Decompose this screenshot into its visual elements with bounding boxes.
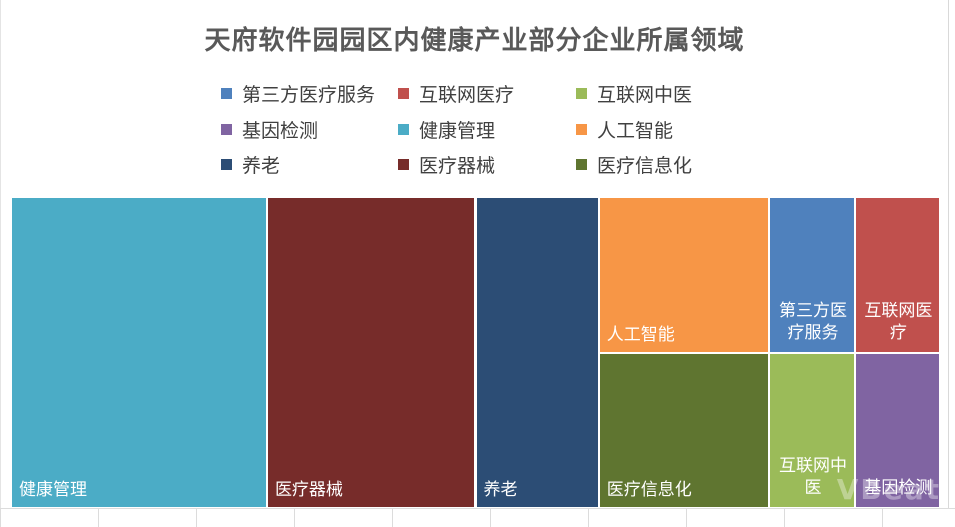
treemap-plot: 健康管理 医疗器械 养老 人工智能医疗信息化 第三方医疗服务 互联网医疗互联网中医 基因检测 xyxy=(11,197,940,508)
treemap-tile: 医疗器械 xyxy=(266,197,476,508)
legend-label: 人工智能 xyxy=(597,119,674,142)
legend-item: 互联网中医 xyxy=(576,80,692,106)
treemap-tile-label: 健康管理 xyxy=(19,480,87,500)
treemap-tile-label: 第三方医疗服务 xyxy=(779,300,848,343)
legend-swatch xyxy=(576,158,587,170)
treemap-tile: 养老 xyxy=(475,197,599,508)
legend-label: 健康管理 xyxy=(419,119,496,142)
treemap-tile-label: 养老 xyxy=(483,480,518,500)
legend-label: 互联网医疗 xyxy=(419,83,515,106)
treemap-tile: 基因检测 xyxy=(854,352,940,508)
treemap-tile-label: 医疗信息化 xyxy=(606,480,692,500)
treemap-tile: 人工智能 xyxy=(598,197,770,353)
treemap-tile-label: 人工智能 xyxy=(606,324,675,345)
legend-item: 基因检测 xyxy=(221,116,318,142)
legend-swatch xyxy=(221,123,232,135)
legend-label: 养老 xyxy=(242,154,281,177)
treemap-tile-label: 互联网中医 xyxy=(779,456,848,498)
watermark-logo: VBeat xyxy=(836,473,941,506)
legend-swatch xyxy=(398,123,409,135)
chart-legend: 第三方医疗服务 互联网医疗 互联网中医基因检测 健康管理 人工智能养老 医疗器械 医疗信息化 xyxy=(221,80,781,185)
legend-label: 第三方医疗服务 xyxy=(242,83,376,106)
treemap-tile-label: 互联网医疗 xyxy=(864,300,933,343)
legend-swatch xyxy=(398,158,409,170)
chart-title: 天府软件园园区内健康产业部分企业所属领域 xyxy=(204,26,745,56)
legend-item: 医疗信息化 xyxy=(576,151,692,177)
legend-item: 互联网医疗 xyxy=(398,80,514,106)
legend-label: 基因检测 xyxy=(242,119,319,142)
legend-swatch xyxy=(576,123,587,135)
legend-swatch xyxy=(221,158,232,170)
legend-swatch xyxy=(398,87,409,99)
treemap-tile: 互联网中医 xyxy=(769,352,855,508)
treemap-tile: 互联网医疗 xyxy=(854,197,940,353)
spreadsheet-row-strip xyxy=(0,508,955,527)
legend-item: 医疗器械 xyxy=(398,151,495,177)
legend-item: 第三方医疗服务 xyxy=(221,80,375,106)
treemap-tile-label: 基因检测 xyxy=(864,478,933,498)
legend-label: 医疗信息化 xyxy=(597,154,693,177)
legend-item: 健康管理 xyxy=(398,116,495,142)
legend-label: 互联网中医 xyxy=(597,83,693,106)
treemap-tile: 第三方医疗服务 xyxy=(769,197,855,353)
legend-label: 医疗器械 xyxy=(419,154,496,177)
legend-item: 养老 xyxy=(221,151,280,177)
legend-swatch xyxy=(221,87,232,99)
legend-item: 人工智能 xyxy=(576,116,673,142)
treemap-tile: 医疗信息化 xyxy=(598,352,770,508)
treemap-tile: 健康管理 xyxy=(11,197,267,508)
treemap-tile-label: 医疗器械 xyxy=(274,480,343,500)
chart-area[interactable]: 天府软件园园区内健康产业部分企业所属领域 第三方医疗服务 互联网医疗 互联网中医 基因… xyxy=(1,0,949,508)
legend-swatch xyxy=(576,87,587,99)
